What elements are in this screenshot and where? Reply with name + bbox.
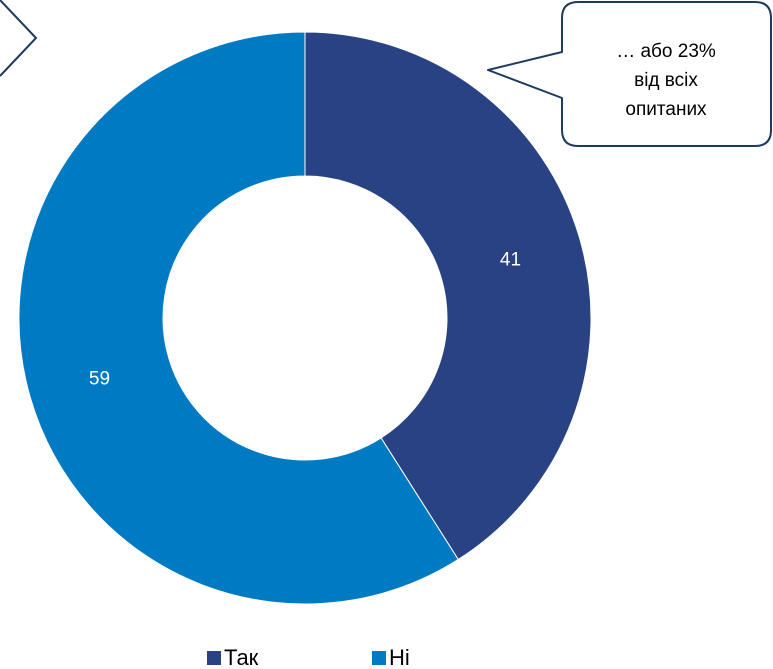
callout-line-3: опитаних xyxy=(625,99,707,120)
legend-swatch-tak xyxy=(207,651,221,665)
legend-swatch-ni xyxy=(372,651,386,665)
donut-slice-1 xyxy=(304,31,592,561)
callout-line-2: від всіх xyxy=(634,70,698,91)
callout-line-1: … або 23% xyxy=(616,41,716,62)
callout-shape xyxy=(487,1,772,147)
callout-bubble: … або 23% від всіх опитаних xyxy=(487,1,772,147)
donut-data-labels: 41 59 xyxy=(89,249,521,389)
donut-slices xyxy=(18,31,592,605)
legend-label-ni: Ні xyxy=(389,645,410,669)
left-callout-edge xyxy=(0,0,38,77)
slice-value-label-2: 59 xyxy=(89,369,110,390)
slice-value-label-1: 41 xyxy=(500,249,521,270)
legend-label-tak: Так xyxy=(224,645,259,669)
legend: Так Ні xyxy=(207,645,410,669)
donut-slice-2 xyxy=(18,31,459,605)
